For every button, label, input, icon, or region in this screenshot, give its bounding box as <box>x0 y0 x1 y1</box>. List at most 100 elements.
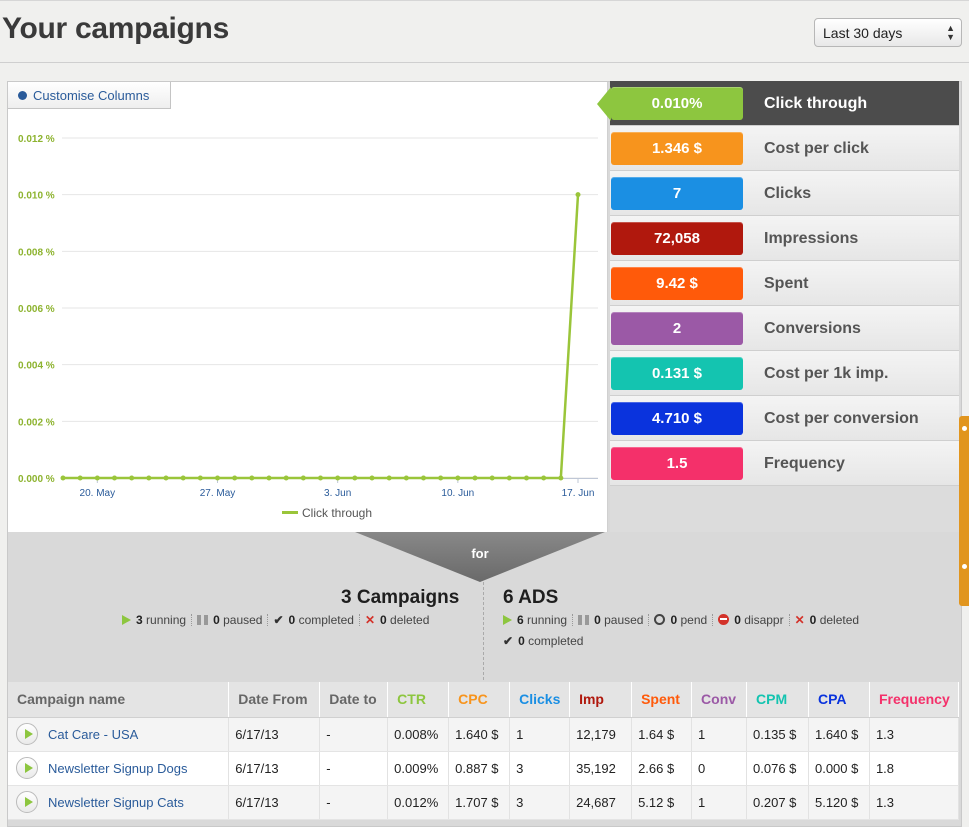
metric-row[interactable]: 7 Clicks <box>610 171 959 216</box>
ads-count-title: 6 ADS <box>503 587 559 608</box>
table-cell: 0.076 $ <box>746 751 809 786</box>
campaign-link[interactable]: Cat Care - USA <box>48 727 139 742</box>
table-row[interactable]: Cat Care - USA 6/17/13-0.008% 1.640 $1 12,1… <box>8 717 960 752</box>
date-range-select[interactable]: Last 30 days ▲ ▼ <box>814 18 962 47</box>
table-cell: 0.012% <box>387 785 450 820</box>
metric-row[interactable]: 4.710 $ Cost per conversion <box>610 396 959 441</box>
column-header[interactable]: CPC <box>448 682 511 718</box>
table-cell: 12,179 <box>569 717 633 752</box>
data-point[interactable] <box>489 475 495 481</box>
metric-row[interactable]: 9.42 $ Spent <box>610 261 959 306</box>
title-divider <box>0 62 969 63</box>
metric-row[interactable]: 2 Conversions <box>610 306 959 351</box>
play-icon[interactable] <box>16 757 38 779</box>
click-through-chart: 0.000 % 0.002 % 0.004 % 0.006 % 0.008 % 0.010… <box>18 134 598 499</box>
data-point[interactable] <box>249 475 255 481</box>
table-row[interactable]: Newsletter Signup Cats 6/17/13-0.012% 1.70… <box>8 785 960 820</box>
column-header[interactable]: Imp <box>569 682 633 718</box>
metric-row[interactable]: 72,058 Impressions <box>610 216 959 261</box>
y-tick-label: 0.000 % <box>18 474 55 485</box>
data-point[interactable] <box>215 475 220 481</box>
column-header[interactable]: Conv <box>691 682 748 718</box>
chart-legend[interactable]: Click through <box>282 506 372 520</box>
metric-row[interactable]: 0.010% Click through <box>610 81 959 126</box>
campaign-name-cell[interactable]: Newsletter Signup Cats <box>8 785 230 820</box>
x-tick-label: 27. May <box>200 488 236 499</box>
data-point[interactable] <box>506 475 512 481</box>
paused-icon <box>197 615 209 625</box>
campaign-link[interactable]: Newsletter Signup Cats <box>48 795 184 810</box>
y-tick-label: 0.004 % <box>18 361 55 372</box>
data-point[interactable] <box>180 475 186 481</box>
data-point[interactable] <box>369 475 375 481</box>
completed-label: completed <box>298 613 354 627</box>
legend-label: Click through <box>302 506 373 520</box>
data-point[interactable] <box>335 475 341 481</box>
column-header[interactable]: Clicks <box>509 682 571 718</box>
column-header[interactable]: CPM <box>746 682 809 718</box>
data-point[interactable] <box>421 475 426 481</box>
summary-divider <box>483 582 484 680</box>
y-tick-label: 0.010 % <box>18 191 55 202</box>
data-point[interactable] <box>455 475 461 481</box>
campaign-name-cell[interactable]: Cat Care - USA <box>8 717 230 752</box>
table-cell: 5.12 $ <box>631 785 693 820</box>
paused-icon <box>578 615 590 625</box>
data-point[interactable] <box>283 475 289 481</box>
column-header[interactable]: Date to <box>319 682 389 718</box>
paused-label: paused <box>604 613 644 627</box>
table-cell: 3 <box>509 751 571 786</box>
ads-paused-count: 0 <box>594 613 601 627</box>
column-header[interactable]: Frequency <box>869 682 960 718</box>
play-icon[interactable] <box>16 723 38 745</box>
disapproved-label: disappr <box>744 613 784 627</box>
data-point[interactable] <box>60 475 66 481</box>
table-row[interactable]: Newsletter Signup Dogs 6/17/13-0.009% 0.88… <box>8 751 960 786</box>
table-cell: 1.640 $ <box>808 717 870 752</box>
data-point[interactable] <box>112 475 117 481</box>
column-header[interactable]: Spent <box>631 682 693 718</box>
column-header[interactable]: Date From <box>228 682 321 718</box>
data-point[interactable] <box>318 475 323 481</box>
data-point[interactable] <box>438 475 444 481</box>
metric-row[interactable]: 1.346 $ Cost per click <box>610 126 959 171</box>
data-point[interactable] <box>300 475 306 481</box>
customise-columns-button[interactable]: Customise Columns <box>8 82 171 109</box>
data-point[interactable] <box>77 475 83 481</box>
data-point[interactable] <box>352 475 358 481</box>
data-point[interactable] <box>386 475 392 481</box>
column-header[interactable]: CTR <box>387 682 450 718</box>
data-point[interactable] <box>558 475 564 481</box>
data-point[interactable] <box>575 192 581 198</box>
ads-deleted-count: 0 <box>809 613 817 627</box>
select-arrows-icon: ▲ ▼ <box>946 23 955 42</box>
data-point[interactable] <box>524 475 529 481</box>
table-cell: 0.000 $ <box>808 751 870 786</box>
play-icon[interactable] <box>16 791 38 813</box>
data-point[interactable] <box>146 475 152 481</box>
data-point[interactable] <box>197 475 203 481</box>
metric-row[interactable]: 0.131 $ Cost per 1k imp. <box>610 351 959 396</box>
ads-disapproved-count: 0 <box>734 613 741 627</box>
data-point[interactable] <box>129 475 135 481</box>
metric-row[interactable]: 1.5 Frequency <box>610 441 959 486</box>
data-point[interactable] <box>163 475 169 481</box>
ads-completed-line: ✔ 0 completed <box>503 634 583 648</box>
data-point[interactable] <box>94 475 100 481</box>
column-header[interactable]: Campaign name <box>8 682 230 718</box>
table-cell: 1.3 <box>869 717 960 752</box>
data-point[interactable] <box>232 475 238 481</box>
data-point[interactable] <box>472 475 478 481</box>
table-header-row: Campaign name Date From Date to CTR CPC Click… <box>8 682 960 718</box>
data-point[interactable] <box>403 475 409 481</box>
data-point[interactable] <box>541 475 547 481</box>
column-header[interactable]: CPA <box>808 682 870 718</box>
ads-pending-count: 0 <box>670 613 678 627</box>
campaign-link[interactable]: Newsletter Signup Dogs <box>48 761 188 776</box>
data-point[interactable] <box>266 475 272 481</box>
metric-label-click-through: Click through <box>764 95 868 112</box>
campaign-name-cell[interactable]: Newsletter Signup Dogs <box>8 751 230 786</box>
feedback-side-tab[interactable] <box>959 416 969 606</box>
metric-value-click-through: 0.010% <box>611 87 743 120</box>
completed-label: completed <box>528 634 584 648</box>
